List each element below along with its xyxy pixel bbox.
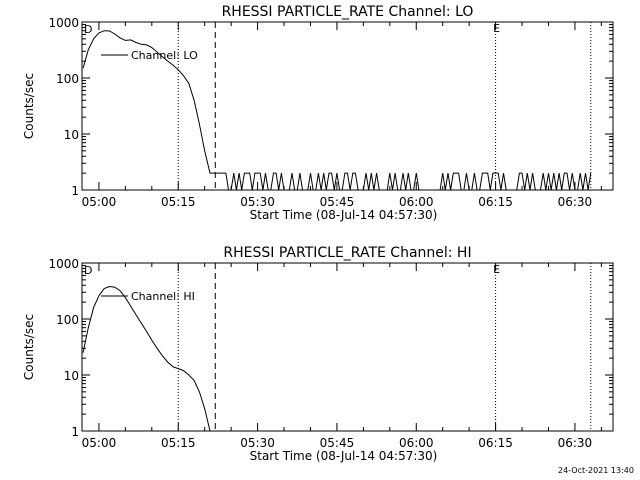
y-axis-label: Counts/sec: [22, 73, 36, 139]
x-tick-label: 05:30: [240, 436, 275, 450]
x-tick-label: 06:30: [558, 195, 593, 209]
x-tick-label: 05:45: [320, 436, 355, 450]
x-tick-label: 06:30: [558, 436, 593, 450]
chart-title: RHESSI PARTICLE_RATE Channel: HI: [223, 245, 471, 261]
y-tick-label: 1: [71, 425, 79, 439]
data-series-1: [82, 285, 211, 432]
marker-label: E: [493, 263, 500, 276]
x-tick-label: 05:15: [161, 195, 196, 209]
y-tick-label: 1000: [48, 257, 79, 271]
x-tick-label: 06:00: [399, 436, 434, 450]
plot-frame: [81, 21, 614, 191]
chart-panel-2: RHESSI PARTICLE_RATE Channel: HI 05:00 05:…: [22, 245, 614, 463]
corner-label: D: [84, 264, 92, 277]
x-axis-label: Start Time (08-Jul-14 04:57:30): [250, 208, 438, 222]
y-tick-label: 10: [64, 369, 79, 383]
y-tick-label: 1000: [48, 16, 79, 30]
x-tick-label: 06:15: [478, 436, 513, 450]
x-tick-label: 05:00: [82, 436, 117, 450]
legend-label: Channel: HI: [131, 290, 195, 303]
chart-title: RHESSI PARTICLE_RATE Channel: LO: [222, 4, 474, 20]
legend-label: Channel: LO: [131, 49, 198, 62]
plot-frame: [81, 262, 614, 432]
noise-floor-series: [225, 172, 592, 191]
y-tick-label: 10: [64, 128, 79, 142]
x-axis-label: Start Time (08-Jul-14 04:57:30): [250, 449, 438, 463]
y-axis-label: Counts/sec: [22, 314, 36, 380]
corner-label: D: [84, 23, 92, 36]
y-tick-label: 1: [71, 184, 79, 198]
plot-timestamp: 24-Oct-2021 13:40: [558, 466, 634, 475]
data-series-1: [82, 30, 226, 174]
x-tick-label: 06:15: [478, 195, 513, 209]
y-tick-label: 100: [56, 72, 79, 86]
x-tick-label: 05:00: [82, 195, 117, 209]
chart-panel-1: RHESSI PARTICLE_RATE Channel: LO 05:00 05:…: [22, 4, 614, 222]
x-tick-label: 05:30: [240, 195, 275, 209]
x-tick-label: 06:00: [399, 195, 434, 209]
marker-label: E: [493, 22, 500, 35]
x-tick-label: 05:15: [161, 436, 196, 450]
x-tick-label: 05:45: [320, 195, 355, 209]
y-tick-label: 100: [56, 313, 79, 327]
